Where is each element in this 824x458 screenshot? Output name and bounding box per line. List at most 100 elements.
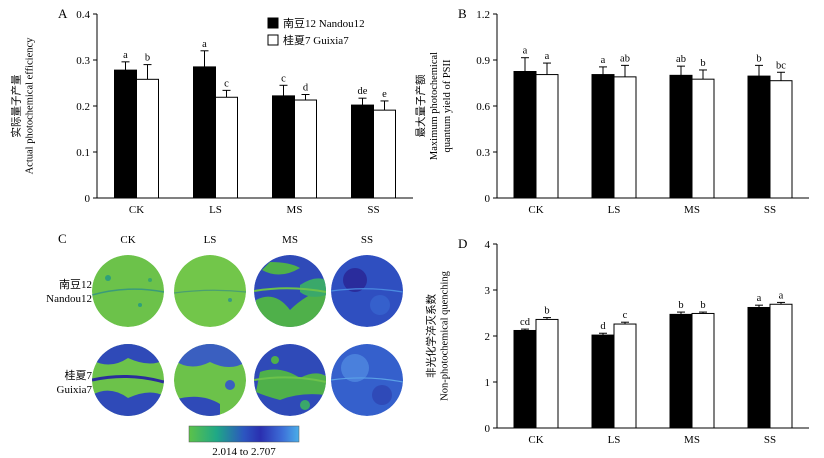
row-label-en-1: Guixia7 — [57, 384, 93, 396]
ytick-label-d-4: 4 — [485, 239, 491, 251]
panel-c-col-ss: SS — [361, 234, 373, 246]
panel-c-col-ls: LS — [204, 234, 217, 246]
sig-label-a-s1-ms: d — [303, 83, 309, 94]
ytick-label-b-2: 0.6 — [476, 101, 490, 113]
ytick-label-b-4: 1.2 — [476, 9, 490, 21]
ytick-label-d-3: 3 — [485, 285, 491, 297]
sig-label-b-s1-ck: a — [545, 51, 550, 62]
row-label-cn-0: 南豆12 — [59, 278, 92, 291]
xtick-label-d-ck: CK — [528, 434, 543, 446]
sig-label-b-s1-ls: ab — [620, 53, 630, 64]
xtick-label-d-ms: MS — [684, 434, 700, 446]
bar-a-s0-ms — [272, 95, 295, 199]
panel-d-label: D — [458, 236, 467, 251]
ytick-label-d-1: 1 — [485, 377, 491, 389]
sig-label-a-s0-ck: a — [123, 50, 128, 61]
row-label-en-0: Nandou12 — [46, 293, 92, 305]
ylabel-b-1: Maximum photochemical — [429, 52, 440, 160]
ytick-label-b-0: 0 — [485, 193, 491, 205]
leaf-image-guixia7-ls — [174, 344, 246, 416]
sig-label-a-s1-ss: e — [382, 89, 387, 100]
ylabel-a-1: Actual photochemical efficiency — [25, 37, 36, 175]
leaf-image-nandou12-ck — [92, 255, 164, 327]
bar-a-s1-ck — [136, 78, 159, 199]
bar-b-s0-ls — [591, 74, 615, 199]
sig-label-a-s1-ck: b — [145, 53, 150, 64]
xtick-label-b-ls: LS — [608, 204, 621, 216]
sig-label-d-s1-ck: b — [544, 306, 549, 317]
sig-label-d-s0-ms: b — [678, 300, 683, 311]
xtick-label-d-ls: LS — [608, 434, 621, 446]
bar-a-s0-ss — [351, 104, 374, 199]
xtick-label-a-ms: MS — [287, 204, 303, 216]
ytick-label-b-1: 0.3 — [476, 147, 490, 159]
xtick-label-b-ck: CK — [528, 204, 543, 216]
ytick-label-d-2: 2 — [485, 331, 491, 343]
colorbar — [188, 425, 300, 443]
sig-label-d-s1-ms: b — [700, 300, 705, 311]
legend-label-0: 南豆12 Nandou12 — [283, 17, 365, 30]
bar-b-s0-ck — [513, 71, 537, 199]
leaf-image-guixia7-ck — [92, 344, 164, 416]
ytick-label-a-2: 0.2 — [76, 101, 90, 113]
sig-label-d-s0-ss: a — [757, 293, 762, 304]
ytick-label-a-1: 0.1 — [76, 147, 90, 159]
panel-b: B 0 0.3 0.6 0.9 1.2 最大量子产额 Maximum photochemica… — [414, 6, 809, 216]
bar-a-s1-ms — [294, 99, 317, 199]
panel-b-label: B — [458, 6, 467, 21]
leaf-image-nandou12-ls — [174, 255, 246, 327]
panel-c: C CK LS MS SS 南豆12 Nandou12 桂夏7 Guixia7 — [46, 231, 403, 458]
sig-label-a-s0-ls: a — [202, 39, 207, 50]
sig-label-b-s0-ls: a — [601, 55, 606, 66]
panel-c-col-ck: CK — [120, 234, 135, 246]
bar-d-s0-ms — [669, 313, 693, 429]
panel-c-label: C — [58, 231, 67, 246]
bar-a-s1-ls — [215, 96, 238, 199]
legend-label-1: 桂夏7 Guixia7 — [283, 33, 349, 47]
bar-a-s0-ck — [114, 69, 137, 199]
ytick-label-a-4: 0.4 — [76, 9, 90, 21]
sig-label-d-s1-ss: a — [779, 290, 784, 301]
ylabel-d-0: 非光化学淬灭系数 — [425, 294, 438, 378]
bar-a-s0-ls — [193, 66, 216, 199]
xtick-label-b-ms: MS — [684, 204, 700, 216]
ylabel-b-2: quantum yield of PSII — [442, 59, 453, 153]
ytick-label-b-3: 0.9 — [476, 55, 490, 67]
bar-d-s0-ss — [747, 306, 771, 429]
bar-b-s1-ls — [613, 76, 637, 199]
sig-label-b-s0-ck: a — [523, 46, 528, 57]
panel-a-label: A — [58, 6, 68, 21]
bar-d-s1-ls — [613, 323, 637, 429]
bar-d-s1-ck — [535, 318, 559, 429]
sig-label-b-s0-ss: b — [756, 53, 761, 64]
sig-label-b-s0-ms: ab — [676, 54, 686, 65]
bar-d-s1-ss — [769, 303, 793, 429]
ylabel-b-0: 最大量子产额 — [414, 74, 427, 137]
bar-a-s1-ss — [373, 109, 396, 199]
bar-b-s1-ms — [691, 78, 715, 199]
sig-label-d-s0-ck: cd — [520, 317, 531, 328]
leaf-image-guixia7-ms — [254, 344, 326, 416]
bar-d-s0-ck — [513, 329, 537, 429]
sig-label-a-s1-ls: c — [224, 78, 229, 89]
ylabel-a-0: 实际量子产量 — [10, 74, 23, 137]
legend-swatch-1 — [267, 34, 279, 46]
row-label-cn-1: 桂夏7 — [65, 368, 93, 382]
xtick-label-a-ck: CK — [129, 204, 144, 216]
panel-a: A 0 0.1 0.2 0.3 0.4 实际量子产量 Actual photochemical… — [10, 6, 413, 216]
panel-c-col-ms: MS — [282, 234, 298, 246]
ytick-label-d-0: 0 — [485, 423, 491, 435]
xtick-label-d-ss: SS — [764, 434, 776, 446]
bar-d-s1-ms — [691, 312, 715, 429]
sig-label-d-s1-ls: c — [623, 310, 628, 321]
bar-b-s1-ss — [769, 80, 793, 199]
sig-label-a-s0-ms: c — [281, 73, 286, 84]
ytick-label-a-0: 0 — [85, 193, 91, 205]
ytick-label-a-3: 0.3 — [76, 55, 90, 67]
panel-d: D 0 1 2 3 4 非光化学淬灭系数 Non-photochemical quenchin… — [425, 236, 809, 446]
bar-b-s0-ms — [669, 74, 693, 199]
colorbar-label: 2.014 to 2.707 — [212, 446, 276, 458]
bar-d-s0-ls — [591, 334, 615, 429]
leaf-image-nandou12-ms — [254, 255, 326, 327]
